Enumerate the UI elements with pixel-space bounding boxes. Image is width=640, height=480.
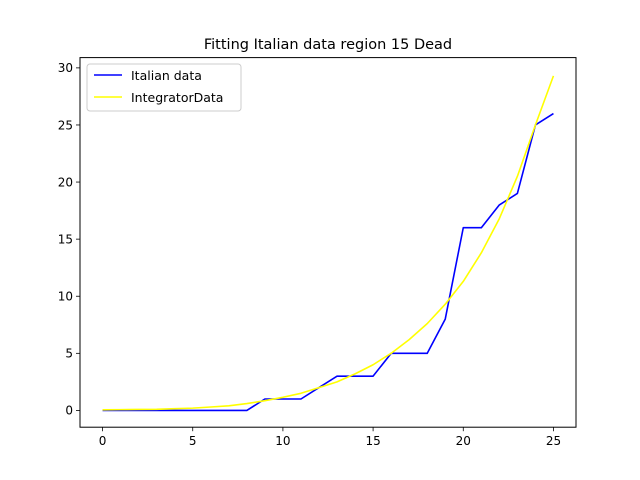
y-tick-label: 10 bbox=[58, 290, 73, 304]
y-tick-label: 5 bbox=[65, 347, 73, 361]
y-tick-label: 20 bbox=[58, 175, 73, 189]
x-axis-ticks: 0 5 10 15 20 25 bbox=[99, 427, 561, 448]
y-tick-label: 25 bbox=[58, 118, 73, 132]
x-tick-label: 0 bbox=[99, 434, 107, 448]
legend-label-integrator-data: IntegratorData bbox=[131, 90, 223, 105]
y-tick-label: 15 bbox=[58, 232, 73, 246]
x-tick-label: 10 bbox=[275, 434, 290, 448]
x-tick-label: 15 bbox=[365, 434, 380, 448]
legend-box bbox=[86, 63, 242, 112]
y-tick-label: 0 bbox=[65, 404, 73, 418]
axes-frame bbox=[79, 57, 577, 428]
x-tick-label: 20 bbox=[456, 434, 471, 448]
y-axis-ticks: 0 5 10 15 20 25 30 bbox=[58, 61, 80, 418]
x-tick-label: 5 bbox=[189, 434, 197, 448]
series-line-italian-data bbox=[102, 112, 554, 412]
chart-title: Fitting Italian data region 15 Dead bbox=[204, 37, 452, 53]
y-tick-label: 30 bbox=[58, 61, 73, 75]
x-tick-label: 25 bbox=[546, 434, 561, 448]
series-line-integratordata bbox=[102, 75, 555, 411]
legend: Italian data IntegratorData bbox=[86, 63, 242, 112]
legend-label-italian-data: Italian data bbox=[131, 68, 202, 83]
plot-lines bbox=[102, 75, 555, 412]
